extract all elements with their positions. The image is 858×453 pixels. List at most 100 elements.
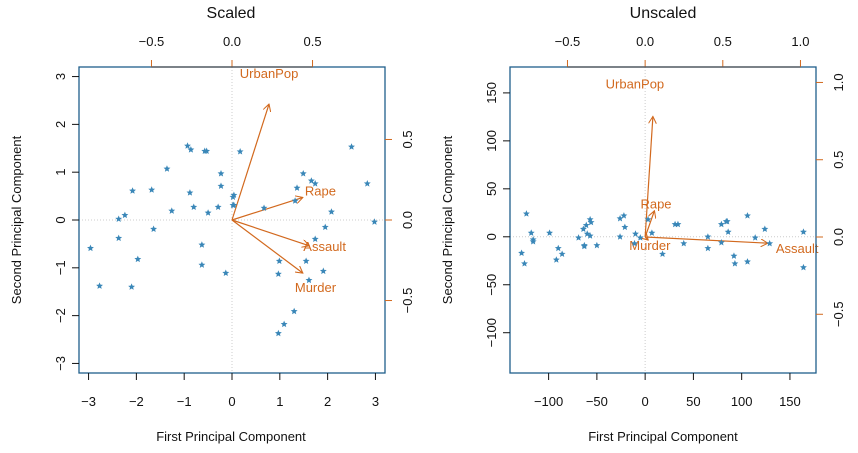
data-point bbox=[620, 212, 628, 219]
y-tick-label: 0 bbox=[53, 216, 68, 223]
x-tick-label: −3 bbox=[81, 394, 96, 409]
data-point bbox=[575, 234, 582, 241]
data-point bbox=[632, 230, 639, 237]
data-point bbox=[648, 229, 656, 236]
x-tick-label: 0 bbox=[228, 394, 235, 409]
data-point bbox=[586, 232, 594, 239]
loading-label-rape: Rape bbox=[305, 183, 336, 198]
loading-arrow-urbanpop bbox=[231, 104, 269, 221]
y-tick-label: 3 bbox=[53, 73, 68, 80]
data-point bbox=[631, 239, 638, 247]
data-point bbox=[558, 250, 566, 257]
data-point bbox=[644, 215, 652, 223]
data-point bbox=[766, 239, 774, 247]
data-point bbox=[371, 218, 378, 225]
data-point bbox=[321, 223, 329, 231]
y-tick-label: 50 bbox=[484, 182, 499, 196]
loading-label-murder: Murder bbox=[295, 280, 337, 295]
data-point bbox=[328, 208, 335, 215]
y-tick-label: −50 bbox=[484, 274, 499, 296]
y-tick-label: 150 bbox=[484, 82, 499, 104]
data-point bbox=[723, 217, 731, 225]
data-point bbox=[583, 230, 591, 237]
x-tick-label: 2 bbox=[324, 394, 331, 409]
data-point bbox=[800, 228, 807, 235]
loading-label-assault: Assault bbox=[776, 241, 819, 256]
y-tick-label: 0 bbox=[484, 233, 499, 240]
data-point bbox=[731, 260, 739, 267]
data-point bbox=[236, 148, 244, 155]
x-tick-label: −2 bbox=[129, 394, 144, 409]
data-point bbox=[128, 283, 136, 290]
data-point bbox=[96, 282, 103, 289]
data-point bbox=[274, 270, 282, 277]
x-tick-label: 3 bbox=[372, 394, 379, 409]
data-point bbox=[552, 256, 560, 263]
data-point bbox=[163, 165, 171, 172]
loading-label-assault: Assault bbox=[303, 239, 346, 254]
data-point bbox=[203, 147, 211, 155]
data-point bbox=[593, 241, 601, 249]
data-point bbox=[214, 203, 222, 210]
data-point bbox=[518, 249, 526, 257]
data-point bbox=[674, 220, 682, 228]
x-axis-label: First Principal Component bbox=[588, 429, 738, 444]
data-point bbox=[302, 257, 310, 265]
data-point bbox=[230, 191, 238, 199]
data-point bbox=[636, 234, 644, 241]
top-tick-label: −0.5 bbox=[555, 34, 581, 49]
right-tick-label: 1.0 bbox=[831, 73, 846, 91]
top-tick-label: 0.0 bbox=[223, 34, 241, 49]
data-point bbox=[311, 235, 319, 243]
data-point bbox=[129, 187, 136, 194]
top-tick-label: 0.0 bbox=[636, 34, 654, 49]
data-point bbox=[121, 211, 129, 219]
data-point bbox=[230, 201, 238, 209]
x-tick-label: −1 bbox=[177, 394, 192, 409]
top-tick-label: −0.5 bbox=[139, 34, 165, 49]
data-point bbox=[730, 252, 738, 259]
data-point bbox=[582, 221, 590, 229]
x-tick-label: 50 bbox=[686, 394, 700, 409]
panel-unscaled: Unscaled UrbanPop Rape Assault Murder −100 −… bbox=[440, 5, 846, 444]
y-tick-label: 2 bbox=[53, 121, 68, 128]
data-point bbox=[717, 220, 725, 228]
data-point bbox=[134, 255, 142, 263]
data-point bbox=[527, 229, 535, 236]
loading-arrow-assault bbox=[231, 219, 309, 246]
y-tick-label: −1 bbox=[53, 260, 68, 275]
data-point bbox=[621, 223, 629, 231]
chart-title: Scaled bbox=[207, 5, 256, 22]
data-point bbox=[198, 241, 206, 248]
x-tick-label: −100 bbox=[534, 394, 563, 409]
top-tick-label: 0.5 bbox=[303, 34, 321, 49]
data-point bbox=[87, 244, 94, 252]
loading-arrow-rape bbox=[231, 197, 303, 221]
data-point bbox=[704, 233, 712, 240]
data-point bbox=[290, 307, 298, 315]
right-tick-label: 0.0 bbox=[831, 228, 846, 246]
data-point bbox=[529, 237, 537, 245]
y-tick-label: 1 bbox=[53, 169, 68, 176]
plot-frame bbox=[509, 66, 817, 374]
data-point bbox=[222, 269, 230, 276]
data-point bbox=[348, 143, 355, 150]
data-point bbox=[554, 244, 562, 252]
data-point bbox=[546, 229, 553, 236]
data-point bbox=[275, 257, 283, 265]
data-point bbox=[319, 267, 327, 275]
data-point bbox=[761, 225, 769, 233]
x-axis-label: First Principal Component bbox=[156, 429, 306, 444]
data-point bbox=[717, 238, 725, 246]
data-point bbox=[586, 215, 594, 223]
data-point bbox=[744, 212, 751, 219]
x-tick-label: 0 bbox=[642, 394, 649, 409]
data-point bbox=[311, 180, 319, 187]
data-point bbox=[115, 215, 123, 222]
data-point bbox=[744, 258, 751, 265]
data-point bbox=[704, 244, 712, 252]
data-point bbox=[217, 170, 225, 177]
x-tick-label: 150 bbox=[779, 394, 801, 409]
loading-label-murder: Murder bbox=[629, 238, 671, 253]
